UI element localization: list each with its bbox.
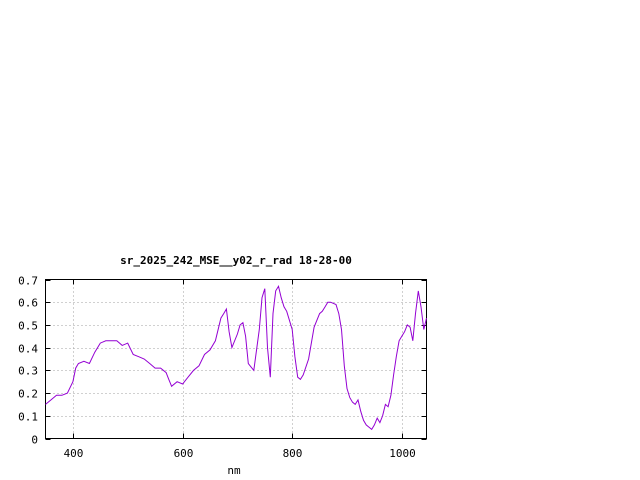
x-tick-label: 1000	[389, 447, 416, 460]
plot-frame	[45, 279, 427, 439]
y-tick-label: 0.6	[18, 297, 38, 310]
y-tick-label: 0	[31, 434, 38, 447]
y-tick-label: 0.7	[18, 275, 38, 288]
x-axis-label: nm	[227, 464, 241, 477]
y-tick-label: 0.4	[18, 343, 38, 356]
grid-lines	[45, 279, 427, 439]
x-tick-label: 400	[64, 447, 84, 460]
x-tick-label: 800	[283, 447, 303, 460]
y-tick-label: 0.3	[18, 365, 38, 378]
y-tick-label: 0.1	[18, 411, 38, 424]
series-line	[45, 285, 427, 431]
chart-title: sr_2025_242_MSE__y02_r_rad 18-28-00	[120, 254, 352, 267]
y-tick-label: 0.5	[18, 320, 38, 333]
y-tick-label: 0.2	[18, 388, 38, 401]
series-group	[45, 285, 427, 431]
axis-ticks: 0 0.1 0.2 0.3 0.4 0.5 0.6 0.7 400 600 800 1000	[18, 275, 427, 460]
x-tick-label: 600	[174, 447, 194, 460]
